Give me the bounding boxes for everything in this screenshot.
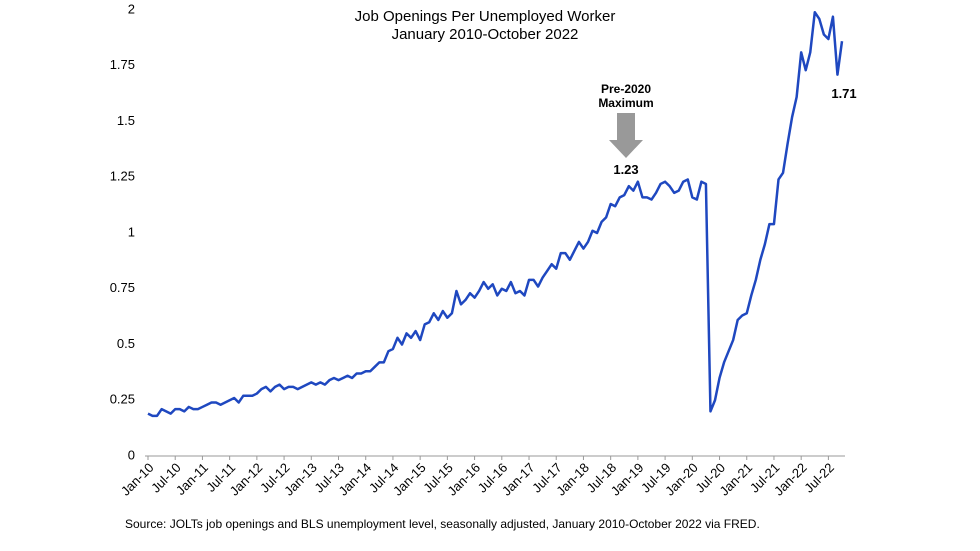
x-tick-label: Jul-22: [801, 460, 837, 496]
annotation-arrow: [609, 113, 643, 158]
annotation: Pre-2020 Maximum: [598, 82, 654, 110]
y-tick-label: 0.25: [110, 392, 135, 407]
y-tick-label: 1.25: [110, 169, 135, 184]
data-label: 1.23: [613, 162, 639, 177]
chart-title: Job Openings Per Unemployed Worker: [355, 8, 616, 25]
y-tick-label: 2: [128, 1, 135, 16]
y-tick-label: 0.5: [117, 336, 135, 351]
y-tick-label: 1.75: [110, 57, 135, 72]
y-tick-label: 0.75: [110, 280, 135, 295]
x-tick-label: Jan-10: [118, 460, 157, 499]
chart-subtitle: January 2010-October 2022: [392, 26, 579, 43]
y-tick-label: 1: [128, 224, 135, 239]
y-tick-label: 0: [128, 447, 135, 462]
data-label: 1.71: [831, 86, 857, 101]
source-note: Source: JOLTs job openings and BLS unemp…: [125, 517, 760, 531]
data-line: [147, 10, 844, 418]
y-tick-label: 1.5: [117, 113, 135, 128]
